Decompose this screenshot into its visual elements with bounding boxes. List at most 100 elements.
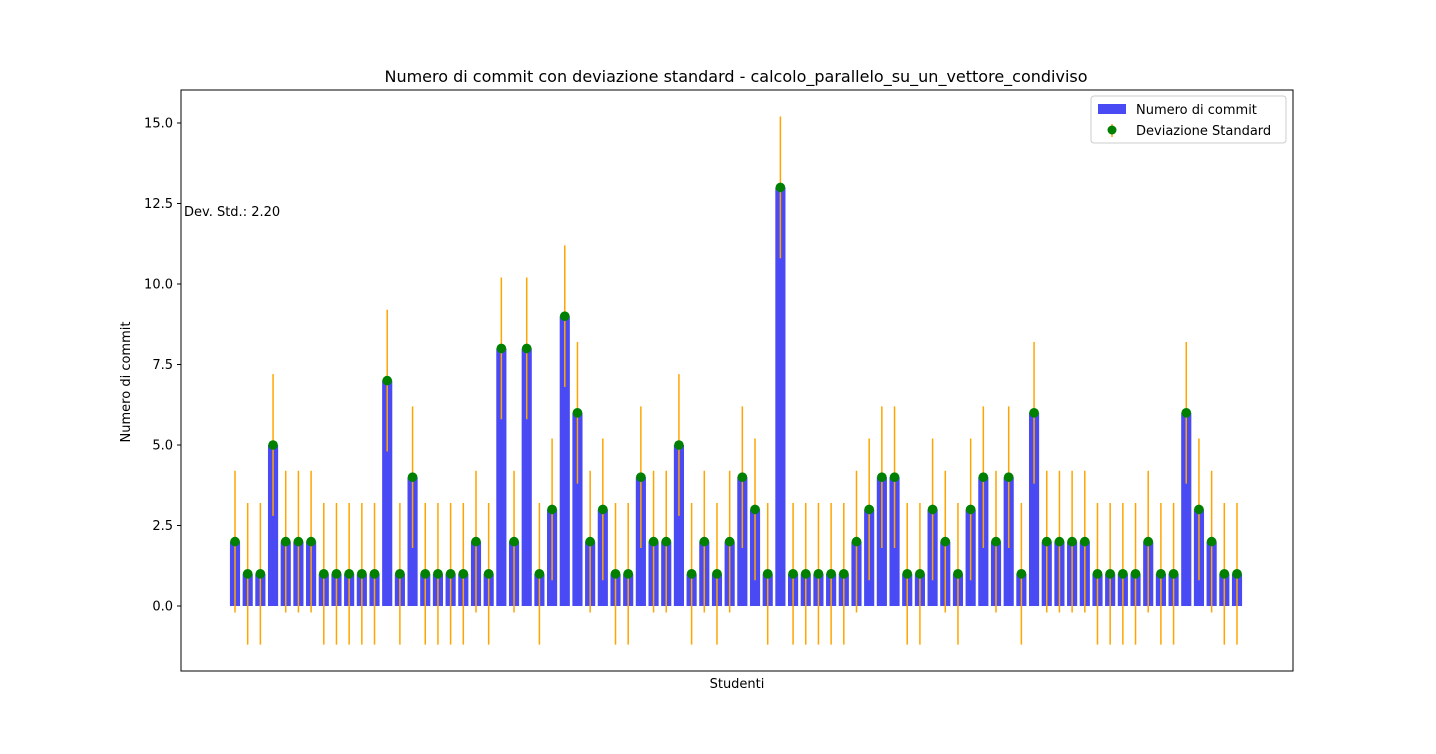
data-point (357, 569, 367, 579)
data-point (395, 569, 405, 579)
y-tick-label: 5.0 (152, 439, 173, 454)
data-point (1041, 536, 1052, 547)
data-point (826, 569, 836, 579)
data-point (762, 569, 773, 579)
data-point (331, 569, 342, 579)
data-point (1029, 408, 1039, 418)
data-point (458, 569, 469, 579)
data-point (1143, 536, 1154, 547)
data-point (1079, 536, 1090, 547)
data-point (877, 472, 887, 483)
data-point (1054, 536, 1065, 547)
data-point (521, 343, 532, 354)
data-point (953, 569, 963, 579)
data-point (369, 569, 380, 579)
data-point (902, 569, 913, 579)
data-point (534, 569, 545, 579)
data-point (991, 536, 1001, 547)
data-point (712, 569, 722, 579)
data-point (344, 569, 354, 579)
data-point (1105, 569, 1115, 579)
data-point (699, 536, 710, 547)
bar (267, 445, 279, 606)
bar (775, 187, 786, 606)
bar (572, 412, 583, 606)
data-point (433, 569, 443, 579)
data-point (636, 472, 646, 483)
bar (559, 316, 570, 606)
data-point (813, 569, 824, 579)
data-point (559, 311, 570, 322)
legend-bar-swatch (1098, 104, 1126, 114)
data-point (255, 569, 266, 579)
legend-label-commits: Numero di commit (1136, 103, 1257, 118)
data-point (572, 408, 583, 418)
y-tick-label: 10.0 (144, 278, 173, 293)
x-axis-label: Studenti (710, 677, 765, 692)
data-point (547, 504, 557, 515)
data-point (420, 569, 431, 579)
legend-marker-swatch (1107, 125, 1117, 135)
data-point (648, 536, 659, 547)
data-point (230, 536, 240, 547)
data-point (1092, 569, 1103, 579)
data-point (1232, 569, 1242, 579)
data-point (471, 536, 481, 547)
bar (673, 445, 684, 606)
chart-title: Numero di commit con deviazione standard… (384, 67, 1087, 87)
data-point (585, 536, 595, 547)
data-point (737, 472, 748, 483)
data-point (775, 182, 786, 193)
data-point (1067, 536, 1077, 547)
data-point (851, 536, 862, 547)
data-point (1219, 569, 1230, 579)
data-point (407, 472, 418, 483)
data-point (1194, 504, 1204, 515)
data-point (280, 536, 291, 547)
data-point (661, 536, 672, 547)
legend: Numero di commit Deviazione Standard (1090, 95, 1287, 144)
y-ticks: 0.0 2.5 5.0 7.5 10.0 12.5 15.0 (144, 117, 181, 615)
data-point (686, 569, 697, 579)
plot-frame (180, 89, 1294, 672)
data-point (445, 569, 456, 579)
std-annotation: Dev. Std.: 2.20 (184, 205, 280, 220)
data-point (598, 504, 608, 515)
data-point (382, 375, 393, 386)
data-point (483, 569, 494, 579)
data-point (940, 536, 951, 547)
data-point (509, 536, 519, 547)
data-point (915, 569, 925, 579)
data-point (1206, 536, 1217, 547)
data-point (1016, 569, 1027, 579)
data-point (268, 440, 278, 450)
data-point (724, 536, 735, 547)
bar (382, 380, 393, 606)
y-axis-label: Numero di commit (119, 322, 134, 443)
data-point (674, 440, 684, 450)
legend-label-std: Deviazione Standard (1136, 124, 1271, 139)
bar (521, 348, 532, 606)
data-point (318, 569, 329, 579)
data-point (306, 536, 316, 547)
y-tick-label: 2.5 (152, 519, 173, 534)
data-point (1156, 569, 1166, 579)
bar (496, 348, 507, 606)
data-point (1118, 569, 1128, 579)
data-point (623, 569, 633, 579)
y-tick-label: 0.0 (152, 600, 173, 615)
data-point (927, 504, 938, 515)
data-point (242, 569, 253, 579)
data-point (610, 569, 621, 579)
data-point (788, 569, 798, 579)
data-point (1003, 472, 1014, 483)
data-point (1130, 569, 1141, 579)
data-point (965, 504, 976, 515)
data-point (978, 472, 989, 483)
data-point (293, 536, 304, 547)
data-point (839, 569, 849, 579)
legend-box (1090, 95, 1287, 144)
data-point (496, 343, 507, 354)
data-point (1168, 569, 1179, 579)
